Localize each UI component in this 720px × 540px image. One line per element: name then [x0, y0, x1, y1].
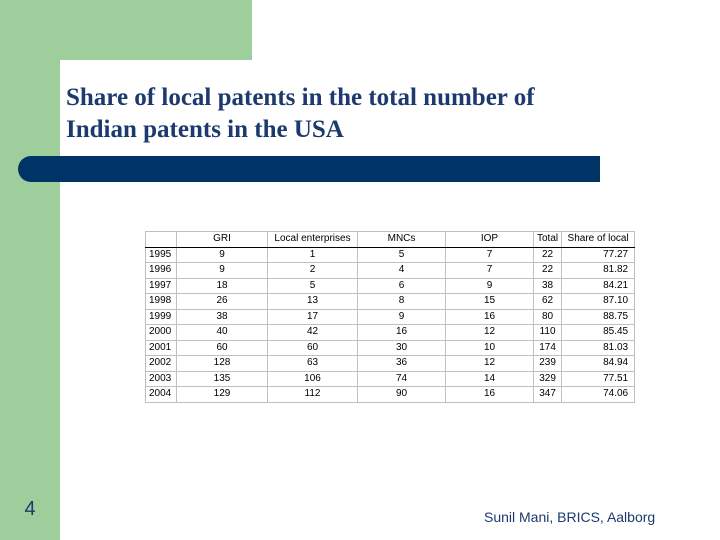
green-sidebar — [0, 0, 60, 540]
table-cell: 85.45 — [561, 324, 636, 341]
table-cell: 63 — [267, 355, 358, 372]
green-top-block — [0, 0, 252, 60]
table-cell: 7 — [445, 262, 534, 279]
table-cell: 36 — [357, 355, 446, 372]
table-cell: 106 — [267, 370, 358, 387]
table-cell: 135 — [176, 370, 268, 387]
table-cell: 1997 — [145, 277, 177, 294]
table-cell: 347 — [532, 386, 563, 403]
table-cell: 2003 — [145, 370, 177, 387]
table-cell: 2002 — [145, 355, 177, 372]
table-cell: 4 — [357, 262, 446, 279]
table-header-cell — [145, 231, 177, 248]
table-cell: 74.06 — [561, 386, 636, 403]
table-cell: 7 — [445, 246, 534, 263]
table-cell: 1999 — [145, 308, 177, 325]
table-cell: 74 — [357, 370, 446, 387]
table-cell: 329 — [532, 370, 563, 387]
slide-number: 4 — [24, 498, 36, 520]
table-cell: 40 — [176, 324, 268, 341]
table-cell: 84.21 — [561, 277, 636, 294]
table-row: 1997 18 5 6 9 38 84.21 — [145, 277, 636, 294]
table-cell: 2000 — [145, 324, 177, 341]
table-cell: 112 — [267, 386, 358, 403]
table-cell: 128 — [176, 355, 268, 372]
table-cell: 42 — [267, 324, 358, 341]
table-cell: 87.10 — [561, 293, 636, 310]
table-header-cell: IOP — [445, 231, 534, 248]
table-cell: 9 — [445, 277, 534, 294]
table-cell: 1995 — [145, 246, 177, 263]
table-cell: 22 — [532, 262, 563, 279]
table-cell: 1998 — [145, 293, 177, 310]
table-cell: 81.03 — [561, 339, 636, 356]
table-cell: 22 — [532, 246, 563, 263]
slide-title: Share of local patents in the total numb… — [66, 82, 626, 146]
table-row: 1996 9 2 4 7 22 81.82 — [145, 262, 636, 279]
table-cell: 16 — [445, 308, 534, 325]
table-cell: 26 — [176, 293, 268, 310]
table-cell: 174 — [532, 339, 563, 356]
table-cell: 1996 — [145, 262, 177, 279]
table-cell: 110 — [532, 324, 563, 341]
table-header-cell: MNCs — [357, 231, 446, 248]
table-cell: 9 — [176, 246, 268, 263]
table-cell: 38 — [532, 277, 563, 294]
table-cell: 16 — [445, 386, 534, 403]
table-row: 1995 9 1 5 7 22 77.27 — [145, 246, 636, 263]
table-cell: 30 — [357, 339, 446, 356]
table-cell: 5 — [267, 277, 358, 294]
table-cell: 17 — [267, 308, 358, 325]
table-body: 1995 9 1 5 7 22 77.27 1996 9 2 4 7 22 81.82 1997 18 5 6 9 3… — [145, 246, 636, 403]
slide-title-line2: Indian patents in the USA — [66, 116, 344, 143]
table-header-cell: Local enterprises — [267, 231, 358, 248]
table-cell: 8 — [357, 293, 446, 310]
table-cell: 60 — [176, 339, 268, 356]
table-row: 2000 40 42 16 12 110 85.45 — [145, 324, 636, 341]
table-row: 2003 135 106 74 14 329 77.51 — [145, 370, 636, 387]
table-cell: 88.75 — [561, 308, 636, 325]
table-cell: 2001 — [145, 339, 177, 356]
table-cell: 9 — [357, 308, 446, 325]
table-row: 1998 26 13 8 15 62 87.10 — [145, 293, 636, 310]
table-cell: 14 — [445, 370, 534, 387]
table-cell: 10 — [445, 339, 534, 356]
table-cell: 81.82 — [561, 262, 636, 279]
table-header-row: GRI Local enterprises MNCs IOP Total Sha… — [145, 231, 636, 248]
table-cell: 5 — [357, 246, 446, 263]
patents-table: GRI Local enterprises MNCs IOP Total Sha… — [145, 231, 636, 403]
footer-text: Sunil Mani, BRICS, Aalborg — [484, 509, 656, 525]
table-cell: 62 — [532, 293, 563, 310]
table-row: 1999 38 17 9 16 80 88.75 — [145, 308, 636, 325]
table-cell: 77.51 — [561, 370, 636, 387]
slide-title-line1: Share of local patents in the total numb… — [66, 84, 535, 111]
table-header-cell: GRI — [176, 231, 268, 248]
title-underline-bar — [18, 156, 600, 182]
table-header-cell: Total — [532, 231, 563, 248]
table-row: 2002 128 63 36 12 239 84.94 — [145, 355, 636, 372]
table-cell: 16 — [357, 324, 446, 341]
table-cell: 60 — [267, 339, 358, 356]
table-cell: 1 — [267, 246, 358, 263]
table-cell: 13 — [267, 293, 358, 310]
table-cell: 12 — [445, 324, 534, 341]
table-cell: 77.27 — [561, 246, 636, 263]
table-cell: 84.94 — [561, 355, 636, 372]
table-cell: 18 — [176, 277, 268, 294]
table-cell: 15 — [445, 293, 534, 310]
table-cell: 129 — [176, 386, 268, 403]
table-cell: 90 — [357, 386, 446, 403]
table-cell: 6 — [357, 277, 446, 294]
table-cell: 239 — [532, 355, 563, 372]
table-cell: 2 — [267, 262, 358, 279]
table-cell: 80 — [532, 308, 563, 325]
table-cell: 12 — [445, 355, 534, 372]
table-cell: 2004 — [145, 386, 177, 403]
table-row: 2004 129 112 90 16 347 74.06 — [145, 386, 636, 403]
table-row: 2001 60 60 30 10 174 81.03 — [145, 339, 636, 356]
table-header-cell: Share of local — [561, 231, 636, 248]
table-cell: 38 — [176, 308, 268, 325]
table-cell: 9 — [176, 262, 268, 279]
